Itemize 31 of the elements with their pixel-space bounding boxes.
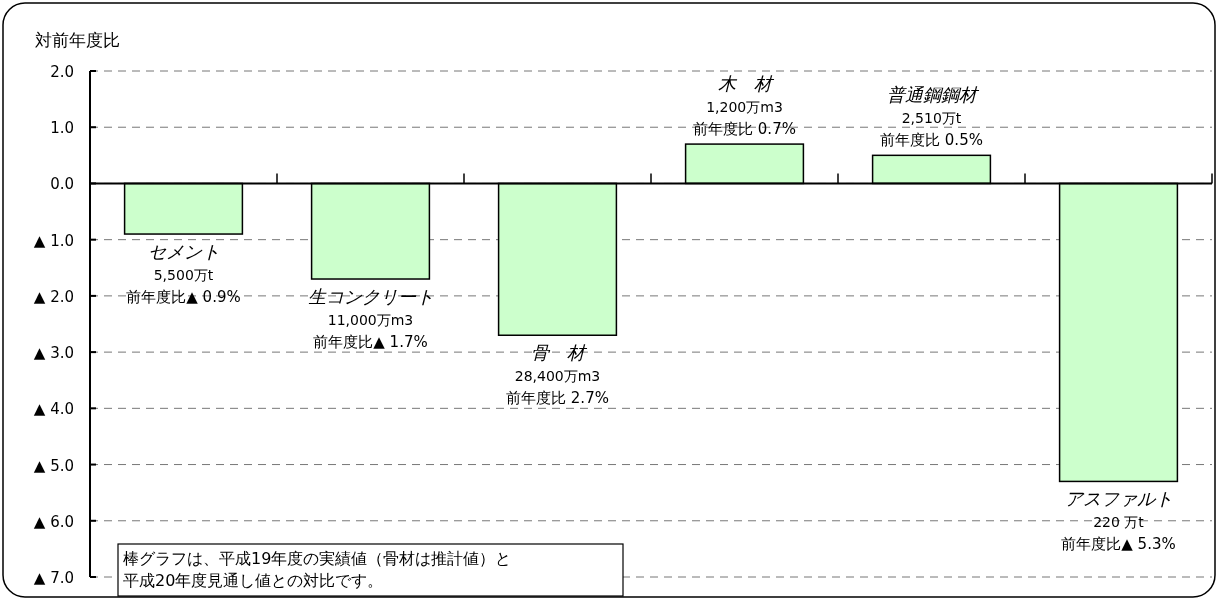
y-tick-label: ▲ 1.0 bbox=[33, 231, 74, 250]
x-tick-label: セメント bbox=[147, 241, 220, 263]
y-axis-title: 対前年度比 bbox=[35, 30, 120, 50]
annotation: 5,500万t bbox=[153, 267, 214, 284]
y-tick-label: 2.0 bbox=[50, 63, 74, 81]
annotation: 28,400万m3 bbox=[514, 368, 601, 385]
y-tick-label: ▲ 3.0 bbox=[33, 344, 74, 363]
y-tick-label: ▲ 7.0 bbox=[33, 569, 74, 587]
y-tick-label: ▲ 6.0 bbox=[33, 512, 74, 531]
annotation: 棒グラフは、平成19年度の実績値（骨材は推計値）と平成20年度見通し値との対比です。 bbox=[123, 549, 512, 590]
x-tick-label: 生コンクリート bbox=[307, 286, 434, 308]
annotation: 前年度比▲ 0.9% bbox=[126, 288, 241, 307]
y-tick-label: ▲ 5.0 bbox=[33, 456, 74, 475]
y-tick-label: 0.0 bbox=[50, 175, 74, 194]
annotation: 2,510万t bbox=[901, 110, 962, 127]
annotation: 220 万t bbox=[1093, 514, 1145, 531]
annotation: 前年度比 0.7% bbox=[693, 120, 796, 139]
annotation: 1,200万m3 bbox=[706, 99, 783, 116]
annotation: 前年度比▲ 1.7% bbox=[313, 333, 428, 352]
x-tick-label: 普通鋼鋼材 bbox=[886, 84, 980, 106]
x-tick-label: アスファルト bbox=[1064, 488, 1173, 510]
y-tick-label: 1.0 bbox=[50, 119, 74, 138]
y-tick-label: ▲ 4.0 bbox=[33, 400, 74, 419]
y-tick-label: ▲ 2.0 bbox=[33, 287, 74, 306]
annotation: 前年度比▲ 5.3% bbox=[1061, 535, 1176, 554]
annotation: 前年度比 2.7% bbox=[506, 389, 609, 408]
x-tick-label: 骨 材 bbox=[530, 342, 588, 364]
note-box: 棒グラフは、平成19年度の実績値（骨材は推計値）と平成20年度見通し値との対比です。 bbox=[117, 543, 624, 597]
x-tick-label: 木 材 bbox=[717, 73, 775, 95]
annotation: 前年度比 0.5% bbox=[880, 131, 983, 150]
annotation: 11,000万m3 bbox=[327, 312, 414, 329]
